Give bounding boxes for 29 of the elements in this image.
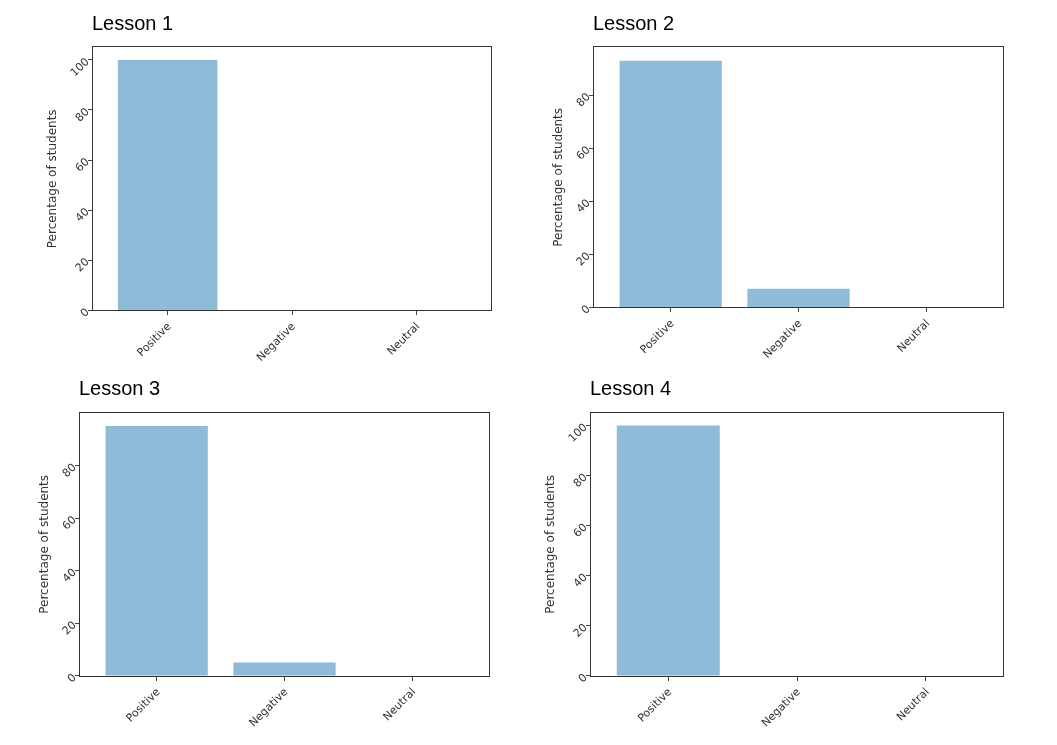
y-tick-label: 40 [72,205,92,225]
y-tick-label: 100 [67,55,92,80]
y-tick-label: 60 [570,520,590,540]
chart-title: Lesson 3 [79,377,161,399]
chart-title: Lesson 1 [92,12,174,34]
y-tick-label: 80 [573,90,593,110]
y-tick-label: 80 [72,105,92,125]
y-tick-label: 40 [59,565,79,585]
y-axis-title: Percentage of students [542,474,557,614]
y-tick-label: 60 [72,155,92,175]
y-tick-label: 0 [578,302,593,317]
y-axis-title: Percentage of students [550,107,565,247]
y-axis-title: Percentage of students [36,474,51,614]
y-tick-label: 40 [570,570,590,590]
chart-title: Lesson 4 [590,377,672,399]
chart-title: Lesson 2 [593,12,675,34]
y-tick-label: 80 [570,470,590,490]
y-tick-label: 0 [77,305,92,320]
y-axis-title: Percentage of students [44,109,59,249]
y-tick-label: 20 [570,620,590,640]
y-tick-label: 60 [59,513,79,533]
y-tick-label: 0 [64,670,79,686]
y-tick-label: 60 [573,143,593,163]
y-tick-label: 20 [573,249,593,269]
y-tick-label: 80 [59,460,79,480]
y-tick-label: 20 [72,255,92,275]
y-tick-label: 40 [573,196,593,216]
y-tick-label: 0 [575,670,590,686]
y-tick-label: 20 [59,618,79,638]
